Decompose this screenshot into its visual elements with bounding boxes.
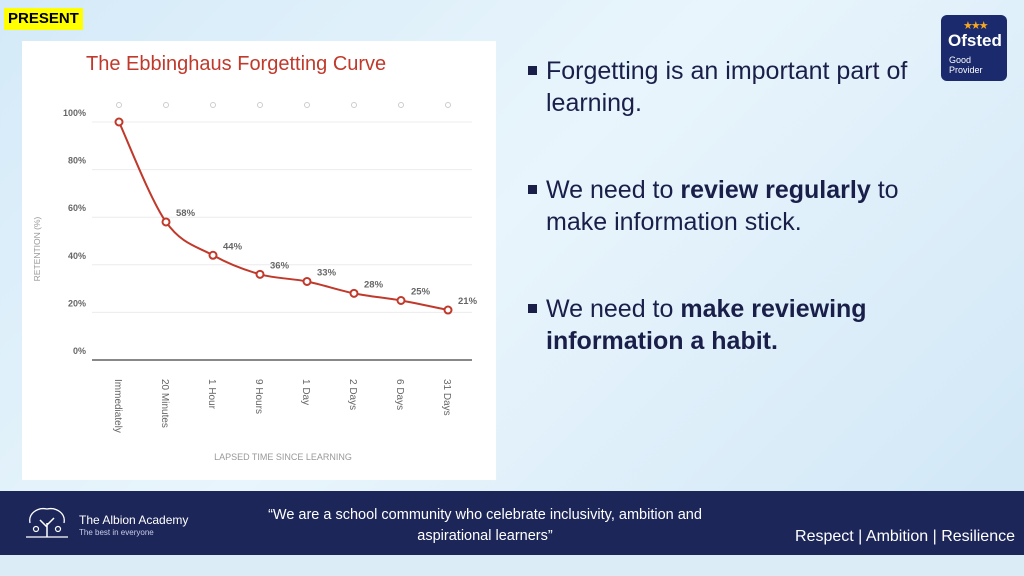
ofsted-rating-line2: Provider bbox=[949, 65, 983, 75]
x-tick-label: 1 Day bbox=[300, 379, 311, 405]
y-tick-label: 60% bbox=[68, 203, 86, 213]
data-label: 58% bbox=[176, 208, 196, 219]
data-label: 44% bbox=[223, 241, 243, 252]
ofsted-rating: Good Provider bbox=[949, 55, 983, 75]
data-point bbox=[349, 288, 359, 298]
bullet-square-icon bbox=[528, 66, 537, 75]
x-tick-label: Immediately bbox=[112, 379, 123, 433]
top-marker bbox=[257, 102, 263, 108]
top-marker bbox=[445, 102, 451, 108]
footer-bar: The Albion Academy The best in everyone … bbox=[0, 491, 1024, 555]
data-label: 28% bbox=[364, 279, 384, 290]
ofsted-stars: ★★★ bbox=[963, 20, 989, 32]
top-marker bbox=[351, 102, 357, 108]
top-marker bbox=[163, 102, 169, 108]
bullet-text: review regularly bbox=[680, 176, 871, 204]
y-tick-label: 100% bbox=[63, 108, 86, 118]
bullet-text: to make information stick. bbox=[546, 176, 899, 236]
x-tick-label: 31 Days bbox=[441, 379, 452, 416]
data-label: 36% bbox=[270, 260, 290, 271]
ofsted-logo: ★★★ Ofsted Good Provider bbox=[941, 15, 1007, 81]
y-tick-label: 80% bbox=[68, 156, 86, 166]
retention-curve-line bbox=[118, 121, 449, 312]
chart-svg: The Ebbinghaus Forgetting Curve 0% 20% 40% 6… bbox=[32, 53, 478, 462]
y-tick-label: 20% bbox=[68, 298, 86, 308]
top-marker bbox=[304, 102, 310, 108]
ofsted-rating-line1: Good bbox=[949, 55, 972, 65]
x-tick-label: 6 Days bbox=[394, 379, 405, 410]
x-axis-label: LAPSED TIME SINCE LEARNING bbox=[214, 452, 352, 462]
data-label: 21% bbox=[458, 296, 478, 307]
y-tick-label: 40% bbox=[68, 251, 86, 261]
top-marker bbox=[398, 102, 404, 108]
bullet-text: We need to bbox=[546, 295, 681, 323]
y-axis-label: RETENTION (%) bbox=[32, 216, 42, 281]
albion-tree-logo-icon bbox=[26, 507, 68, 538]
chart-title: The Ebbinghaus Forgetting Curve bbox=[86, 53, 386, 75]
x-tick-label: 20 Minutes bbox=[159, 379, 170, 428]
bullet-square-icon bbox=[528, 304, 537, 313]
x-tick-label: 1 Hour bbox=[206, 379, 217, 410]
x-tick-label: 2 Days bbox=[347, 379, 358, 410]
bullet-text: We need to bbox=[546, 176, 681, 204]
bullet-square-icon bbox=[528, 185, 537, 194]
ofsted-name: Ofsted bbox=[948, 31, 1002, 50]
data-point bbox=[208, 250, 218, 260]
data-point bbox=[396, 296, 406, 305]
data-point bbox=[255, 269, 265, 279]
school-name: The Albion Academy bbox=[79, 513, 189, 527]
top-marker bbox=[116, 102, 122, 108]
bullet-item: Forgetting is an important part of learn… bbox=[528, 55, 948, 119]
bullet-list: Forgetting is an important part of learn… bbox=[528, 55, 948, 412]
data-point bbox=[443, 305, 453, 315]
bottom-strip bbox=[0, 555, 1024, 576]
bullet-text: Forgetting is an important part of learn… bbox=[546, 57, 908, 117]
data-label: 33% bbox=[317, 267, 337, 278]
bullet-text: make reviewing information a habit. bbox=[546, 295, 867, 355]
y-tick-label: 0% bbox=[73, 346, 86, 356]
bullet-item: We need to review regularly to make info… bbox=[528, 174, 948, 238]
data-point bbox=[114, 117, 124, 127]
top-marker bbox=[210, 102, 216, 108]
data-point bbox=[302, 276, 312, 286]
data-label: 25% bbox=[411, 287, 431, 298]
school-motto: The best in everyone bbox=[79, 528, 154, 537]
forgetting-curve-chart: The Ebbinghaus Forgetting Curve 0% 20% 40% 6… bbox=[22, 41, 496, 480]
data-point bbox=[161, 217, 171, 227]
present-tag: PRESENT bbox=[4, 8, 83, 30]
bullet-item: We need to make reviewing information a … bbox=[528, 293, 948, 357]
school-quote: “We are a school community who celebrate… bbox=[268, 507, 702, 544]
school-values: Respect | Ambition | Resilience bbox=[795, 528, 1015, 545]
x-tick-label: 9 Hours bbox=[253, 379, 264, 414]
